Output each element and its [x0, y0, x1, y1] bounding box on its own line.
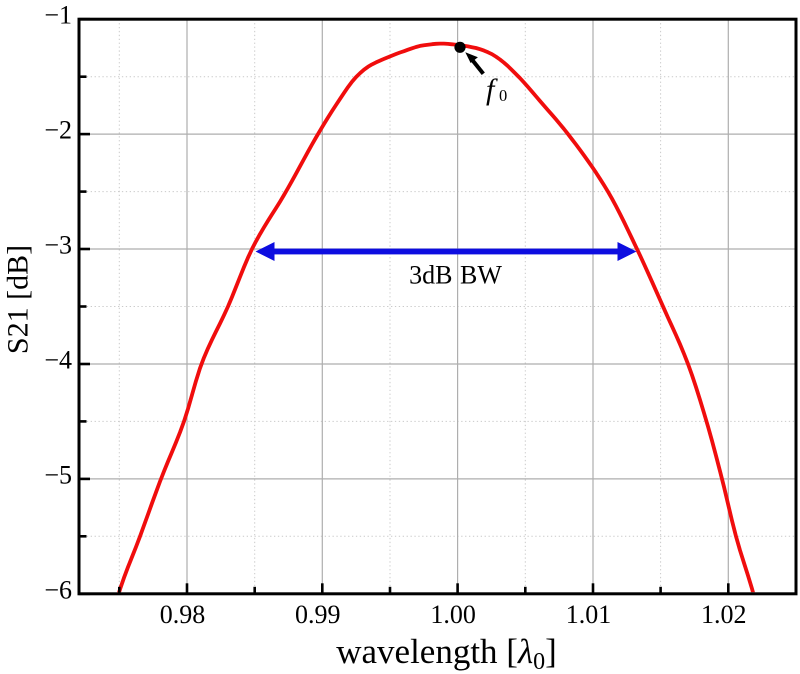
svg-text:S21 [dB]: S21 [dB] — [2, 245, 35, 354]
svg-text:−2: −2 — [44, 116, 72, 145]
svg-text:−3: −3 — [44, 231, 72, 260]
svg-text:1.01: 1.01 — [566, 600, 612, 629]
svg-text:−4: −4 — [44, 346, 72, 375]
svg-text:−1: −1 — [44, 1, 72, 30]
svg-text:0: 0 — [499, 86, 507, 105]
svg-text:−5: −5 — [44, 460, 72, 489]
svg-text:3dB: 3dB — [409, 261, 452, 290]
svg-text:0.98: 0.98 — [160, 600, 206, 629]
svg-text:0.99: 0.99 — [295, 600, 341, 629]
svg-text:1.00: 1.00 — [430, 600, 476, 629]
svg-text:wavelength [λ0]: wavelength [λ0] — [336, 632, 557, 674]
svg-text:BW: BW — [460, 261, 502, 290]
svg-text:1.02: 1.02 — [701, 600, 747, 629]
svg-text:−6: −6 — [44, 575, 72, 604]
